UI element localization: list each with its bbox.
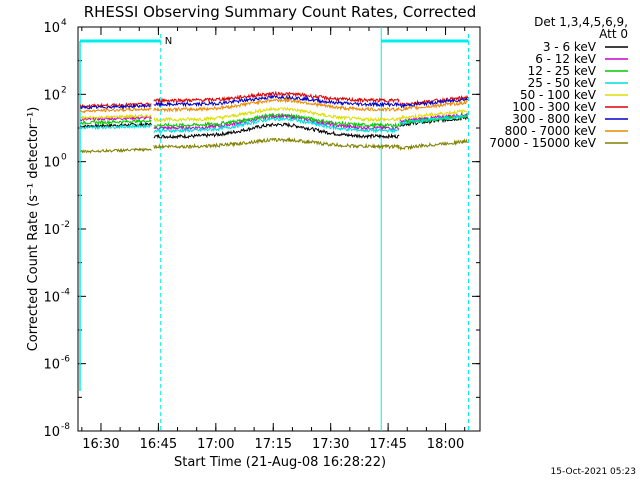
x-axis-ticks: 16:30 16:45 17:00 17:15 17:30 17:45 18:00 (81, 27, 466, 452)
legend-title-line-2: Att 0 (599, 27, 628, 41)
night-label: N (165, 36, 172, 47)
legend-entry-label: 300 - 800 keV (512, 112, 596, 126)
y-tick-exponent: 0 (61, 153, 67, 163)
series-line-post (399, 99, 468, 112)
legend-entry-label: 100 - 300 keV (512, 100, 596, 114)
series-line-main (153, 122, 400, 140)
y-tick-label: 10 (43, 290, 60, 305)
series-line-pre (80, 122, 152, 130)
series-line-post (399, 97, 469, 109)
x-axis-label: Start Time (21-Aug-08 16:28:22) (174, 455, 386, 470)
y-tick-exponent: 4 (61, 18, 67, 28)
y-tick-exponent: -2 (61, 220, 70, 230)
footer-timestamp: 15-Oct-2021 05:23 (551, 467, 636, 477)
legend-entry-label: 800 - 7000 keV (505, 124, 597, 138)
series-lines (79, 90, 469, 154)
x-tick-label: 16:45 (140, 437, 177, 452)
x-tick-label: 18:00 (427, 437, 464, 452)
series-line-post (399, 138, 468, 151)
series-line-post (399, 114, 469, 126)
series-line-main (153, 90, 400, 104)
legend-title-line-1: Det 1,3,4,5,6,9, (534, 15, 628, 29)
x-tick-label: 17:15 (255, 437, 292, 452)
series-line-pre (79, 118, 152, 126)
legend-entry-label: 25 - 50 keV (528, 76, 597, 90)
x-tick-label: 17:00 (197, 437, 234, 452)
series-line-pre (79, 107, 152, 114)
y-tick-label: 10 (43, 425, 60, 440)
night-markers: N (79, 27, 470, 431)
y-tick-exponent: -6 (61, 355, 70, 365)
y-tick-exponent: 2 (61, 85, 67, 95)
chart-title: RHESSI Observing Summary Count Rates, Co… (84, 3, 477, 21)
series-line-main (153, 93, 400, 108)
y-tick-label: 10 (43, 358, 60, 373)
y-tick-label: 10 (43, 88, 60, 103)
series-line-main (153, 136, 400, 150)
series-line-pre (80, 113, 152, 121)
legend-entry-label: 6 - 12 keV (535, 52, 597, 66)
y-tick-label: 10 (43, 156, 60, 171)
x-tick-label: 16:30 (82, 437, 119, 452)
y-tick-exponent: -4 (61, 287, 70, 297)
series-line-pre (79, 103, 152, 110)
series-line-post (399, 109, 468, 121)
series-line-main (153, 112, 400, 131)
legend-entry-label: 3 - 6 keV (543, 40, 597, 54)
y-tick-exponent: -8 (61, 422, 70, 432)
y-axis-label: Corrected Count Rate (s⁻¹ detector⁻¹) (26, 107, 41, 352)
y-tick-label: 10 (43, 223, 60, 238)
series-line-main (153, 116, 400, 135)
series-line-pre (79, 102, 152, 109)
series-line-pre (80, 147, 152, 154)
plot-frame (77, 26, 481, 432)
legend-entry-label: 50 - 100 keV (520, 88, 597, 102)
series-line-main (153, 96, 400, 113)
series-line-main (153, 105, 400, 123)
legend-entry-label: 7000 - 15000 keV (489, 136, 596, 150)
x-tick-label: 17:45 (369, 437, 406, 452)
legend-entry-label: 12 - 25 keV (528, 64, 597, 78)
series-line-main (153, 112, 400, 129)
y-tick-label: 10 (43, 21, 60, 36)
x-tick-label: 17:30 (312, 437, 349, 452)
